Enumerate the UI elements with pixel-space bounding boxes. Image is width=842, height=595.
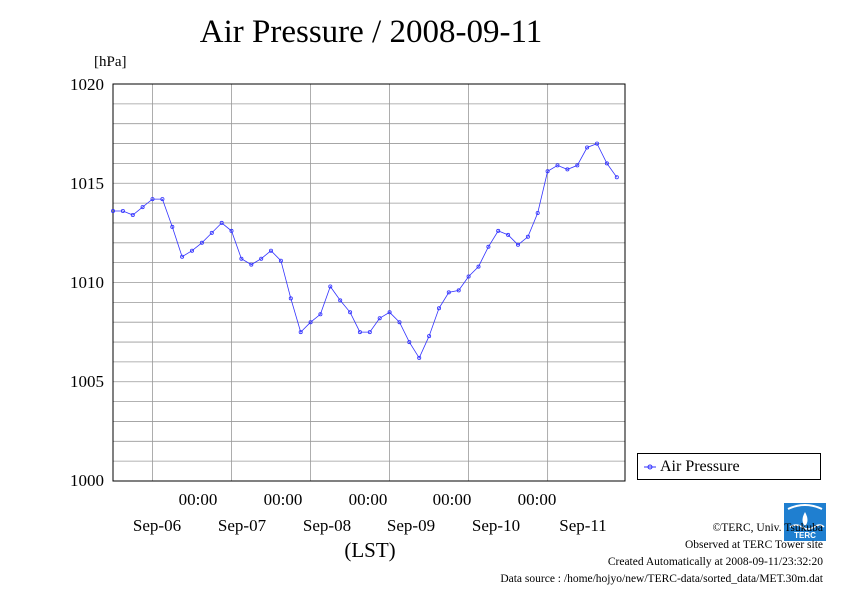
- x-tick-time: 00:00: [432, 490, 472, 509]
- x-tick-date: Sep-10: [471, 516, 521, 535]
- data-point: [456, 288, 461, 293]
- x-tick-time: 00:00: [263, 490, 303, 509]
- data-point: [614, 175, 619, 180]
- data-point: [357, 330, 362, 335]
- plot-frame: [112, 83, 626, 482]
- data-point: [535, 210, 540, 215]
- logo-text: TERC: [794, 531, 816, 540]
- data-point: [545, 169, 550, 174]
- x-axis-label: (LST): [344, 538, 396, 562]
- data-point: [436, 306, 441, 311]
- credit-created: Created Automatically at 2008-09-11/23:3…: [607, 556, 823, 568]
- data-point: [150, 197, 155, 202]
- x-tick-time: 00:00: [178, 490, 218, 509]
- data-point: [180, 254, 185, 259]
- data-point: [308, 320, 313, 325]
- data-point: [209, 230, 214, 235]
- data-point: [338, 298, 343, 303]
- y-axis-unit: [hPa]: [94, 54, 127, 70]
- data-point: [555, 163, 560, 168]
- legend-marker: [644, 464, 656, 470]
- data-point: [575, 163, 580, 168]
- data-point: [189, 248, 194, 253]
- data-point: [516, 242, 521, 247]
- data-point: [585, 145, 590, 150]
- data-point: [446, 290, 451, 295]
- x-tick-date: Sep-07: [217, 516, 267, 535]
- legend: [637, 453, 821, 480]
- data-point: [496, 228, 501, 233]
- x-tick-time: 00:00: [348, 490, 388, 509]
- y-tick-label: 1010: [70, 273, 104, 292]
- data-point: [199, 240, 204, 245]
- data-point: [525, 234, 530, 239]
- data-point: [298, 330, 303, 335]
- x-tick-date: Sep-09: [386, 516, 436, 535]
- data-point: [427, 334, 432, 339]
- data-point: [219, 220, 224, 225]
- y-tick-label: 1020: [70, 75, 104, 94]
- y-tick-label: 1000: [70, 471, 104, 490]
- data-point: [239, 256, 244, 261]
- data-point: [348, 310, 353, 315]
- data-point: [160, 197, 165, 202]
- data-point: [120, 208, 125, 213]
- data-point: [259, 256, 264, 261]
- x-tick-time: 00:00: [517, 490, 557, 509]
- data-point: [170, 224, 175, 229]
- data-point: [367, 330, 372, 335]
- x-tick-date: Sep-06: [132, 516, 182, 535]
- data-point: [318, 312, 323, 317]
- y-tick-label: 1005: [70, 372, 104, 391]
- data-point: [506, 232, 511, 237]
- data-point: [328, 284, 333, 289]
- data-point: [377, 316, 382, 321]
- legend-label: Air Pressure: [660, 458, 740, 475]
- data-point: [486, 244, 491, 249]
- data-point: [387, 310, 392, 315]
- data-point: [604, 161, 609, 166]
- data-point: [249, 262, 254, 267]
- y-tick-label: 1015: [70, 174, 104, 193]
- data-point: [278, 258, 283, 263]
- credit-source: Data source : /home/hojyo/new/TERC-data/…: [500, 573, 823, 585]
- data-point: [140, 205, 145, 210]
- data-point: [111, 208, 116, 213]
- data-point: [417, 355, 422, 360]
- data-point: [288, 296, 293, 301]
- chart-title: Air Pressure / 2008-09-11: [199, 14, 543, 50]
- data-point: [268, 248, 273, 253]
- data-point: [407, 340, 412, 345]
- data-point: [229, 228, 234, 233]
- x-tick-date: Sep-11: [559, 516, 607, 535]
- data-point: [397, 320, 402, 325]
- x-tick-date: Sep-08: [302, 516, 352, 535]
- data-point: [565, 167, 570, 172]
- data-point: [466, 274, 471, 279]
- series-line: [113, 143, 618, 359]
- credit-observed: Observed at TERC Tower site: [684, 539, 823, 551]
- data-point: [476, 264, 481, 269]
- terc-logo: TERC: [784, 503, 826, 541]
- data-point: [130, 212, 135, 217]
- credit-copyright: ©TERC, Univ. Tsukuba: [712, 522, 823, 534]
- data-point: [595, 141, 600, 146]
